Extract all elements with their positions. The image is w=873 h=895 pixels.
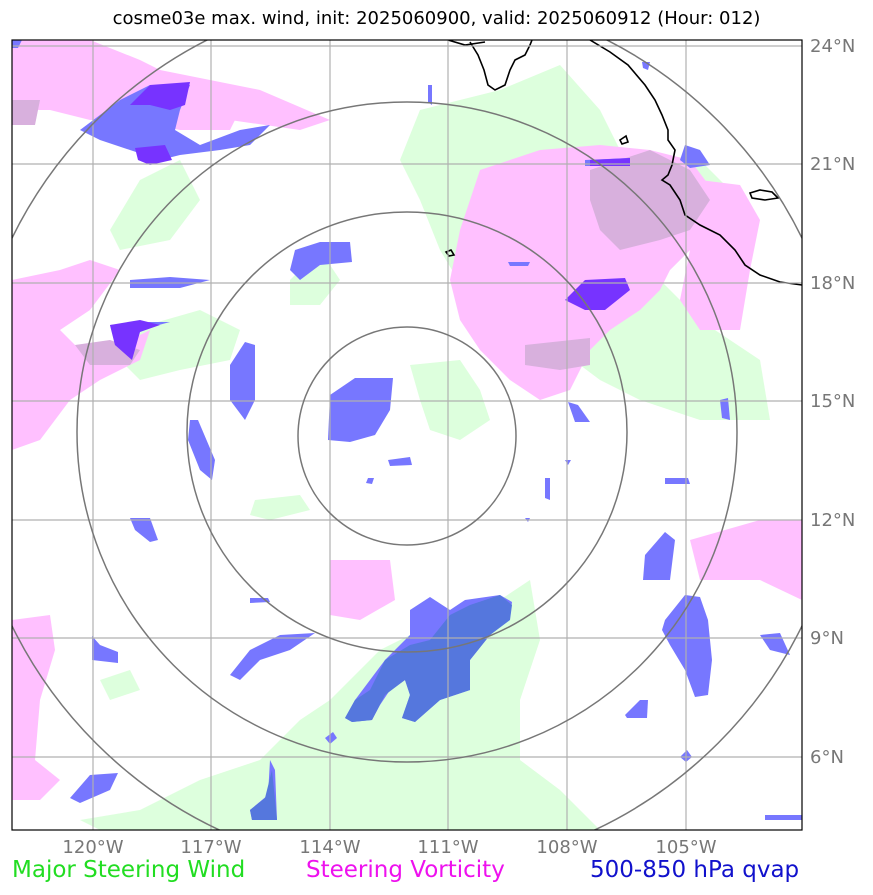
lon-label: 120°W [62,837,123,858]
legend-steering-wind: Major Steering Wind [12,857,246,883]
range-rings [12,40,802,830]
lon-label: 117°W [180,837,241,858]
lon-label: 108°W [536,837,597,858]
lat-label: 15°N [810,391,855,412]
map-title: cosme03e max. wind, init: 2025060900, va… [112,8,761,29]
steering-vorticity-layer [12,40,802,800]
lon-label: 114°W [299,837,360,858]
qvap-wind-overlap-layer [250,595,512,820]
coastline [444,40,802,286]
legend-qvap: 500-850 hPa qvap [590,857,800,883]
lon-label: 105°W [655,837,716,858]
lat-label: 9°N [810,628,844,649]
lat-label: 21°N [810,154,855,175]
lon-label: 111°W [417,837,478,858]
lat-label: 6°N [810,747,844,768]
map-frame [11,39,803,831]
overlap-layer [12,100,710,370]
map-area [12,40,802,830]
latitude-labels: 24°N 21°N 18°N 15°N 12°N 9°N 6°N [810,36,855,768]
qvap-dense-layer [110,82,630,360]
lat-label: 12°N [810,510,855,531]
longitude-labels: 120°W 117°W 114°W 111°W 108°W 105°W [62,837,716,858]
graticule [12,40,802,830]
legend-steering-vorticity: Steering Vorticity [306,857,505,883]
lat-label: 24°N [810,36,855,57]
lat-label: 18°N [810,273,855,294]
